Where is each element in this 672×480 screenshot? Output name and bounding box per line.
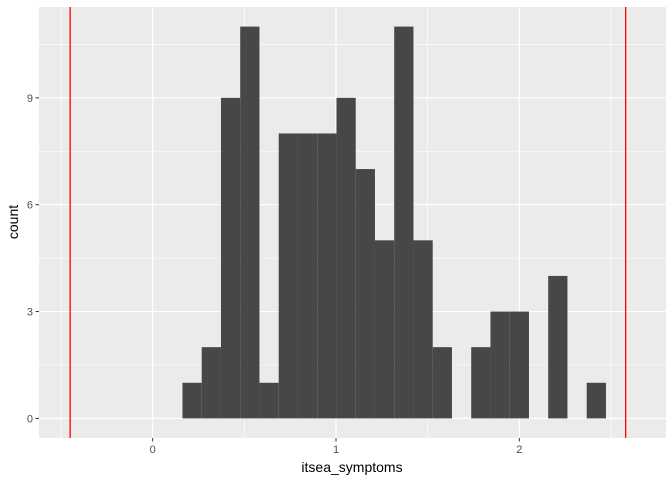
histogram-bar — [490, 311, 510, 419]
histogram-bar — [182, 382, 202, 419]
histogram-bar — [259, 382, 279, 419]
x-tick-label: 2 — [516, 444, 522, 456]
x-tick-label: 1 — [333, 444, 339, 456]
histogram-bar — [240, 26, 260, 419]
y-tick-label: 3 — [27, 307, 33, 319]
histogram-bar — [278, 133, 298, 419]
histogram-bar — [317, 133, 337, 419]
histogram-bars — [182, 26, 606, 419]
histogram-bar — [336, 97, 356, 419]
histogram-bar — [394, 26, 414, 419]
x-axis-ticks: 0 1 2 — [150, 438, 522, 456]
histogram-bar — [355, 169, 375, 419]
histogram-bar — [413, 240, 433, 419]
histogram-bar — [220, 97, 241, 419]
y-tick-label: 0 — [27, 413, 33, 425]
histogram-bar — [432, 347, 452, 419]
histogram-bar — [586, 382, 606, 419]
y-axis-ticks: 0 3 6 9 — [27, 93, 39, 425]
histogram-bar — [509, 311, 529, 419]
y-tick-label: 9 — [27, 93, 33, 105]
histogram-bar — [374, 240, 395, 419]
histogram-bar — [297, 133, 318, 419]
reference-lines — [69, 7, 627, 438]
histogram-bar — [548, 275, 568, 419]
x-tick-label: 0 — [150, 444, 156, 456]
histogram-bar — [471, 347, 491, 419]
x-axis-title: itsea_symptoms — [301, 459, 402, 475]
histogram-bar — [201, 347, 221, 419]
y-axis-title: count — [5, 205, 21, 239]
y-tick-label: 6 — [27, 200, 33, 212]
